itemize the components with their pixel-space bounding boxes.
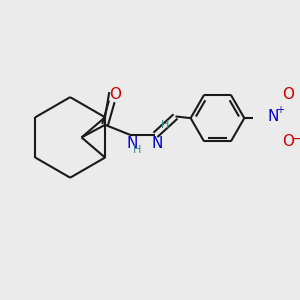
Text: N: N: [152, 136, 163, 151]
Text: N: N: [267, 109, 278, 124]
Text: +: +: [276, 105, 284, 115]
Text: H: H: [133, 145, 141, 155]
Text: −: −: [291, 132, 300, 146]
Text: H: H: [161, 120, 169, 130]
Text: O: O: [282, 134, 294, 149]
Text: O: O: [282, 87, 294, 102]
Text: N: N: [126, 136, 138, 151]
Text: O: O: [109, 87, 121, 102]
